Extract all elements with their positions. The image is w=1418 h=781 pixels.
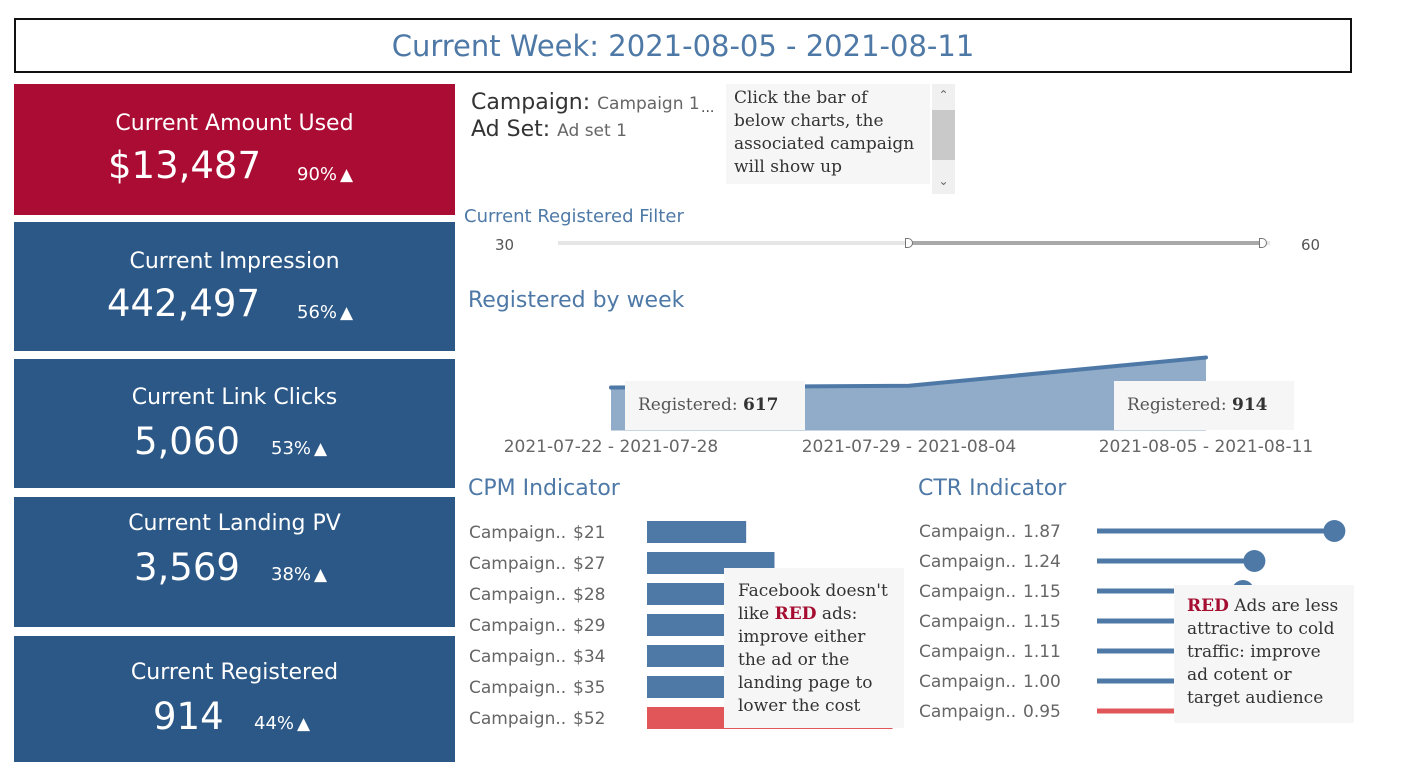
ctr-row-label: Campaign.. xyxy=(919,582,1016,602)
cpm-row-label: Campaign.. xyxy=(469,709,566,729)
more-options-icon[interactable]: ... xyxy=(701,100,715,116)
kpi-label: Current Impression xyxy=(129,249,340,274)
up-arrow-icon: ▲ xyxy=(297,714,311,734)
kpi-percent: 90% ▲ xyxy=(297,164,354,185)
kpi-label: Current Link Clicks xyxy=(131,385,338,410)
ctr-row-label: Campaign.. xyxy=(919,552,1016,572)
ctr-row-value: 1.87 xyxy=(1023,522,1061,542)
kpi-percent: 44% ▲ xyxy=(254,713,311,734)
cpm-row-label: Campaign.. xyxy=(469,554,566,574)
cpm-row-value: $52 xyxy=(573,709,605,729)
ctr-row-value: 1.11 xyxy=(1023,642,1061,662)
kpi-percent: 56% ▲ xyxy=(297,302,354,323)
kpi-link-clicks[interactable]: Current Link Clicks 5,060 53% ▲ xyxy=(14,359,455,488)
cpm-row-value: $35 xyxy=(573,678,605,698)
cpm-row-value: $21 xyxy=(573,523,605,543)
scrollbar-thumb[interactable] xyxy=(932,110,955,160)
cpm-chart-title: CPM Indicator xyxy=(468,476,620,501)
registered-chart-title: Registered by week xyxy=(468,288,685,313)
note-scrollbar[interactable]: ⌃ ⌄ xyxy=(932,84,955,194)
cpm-row-value: $29 xyxy=(573,616,605,636)
ctr-dot xyxy=(1323,520,1346,542)
cpm-row-label: Campaign.. xyxy=(469,523,566,543)
kpi-label: Current Amount Used xyxy=(115,111,354,136)
cpm-row-value: $28 xyxy=(573,585,605,605)
ctr-chart-title: CTR Indicator xyxy=(918,476,1067,501)
chevron-down-icon[interactable]: ⌄ xyxy=(938,174,949,188)
kpi-value: 3,569 xyxy=(134,546,240,589)
x-tick-label: 2021-07-29 - 2021-08-04 xyxy=(802,437,1017,457)
ctr-row-value: 1.24 xyxy=(1023,552,1061,572)
slider-max-label: 60 xyxy=(1301,236,1321,254)
ctr-row-label: Campaign.. xyxy=(919,612,1016,632)
kpi-value: 914 xyxy=(153,695,224,738)
cpm-row-value: $27 xyxy=(573,554,605,574)
kpi-registered[interactable]: Current Registered 914 44% ▲ xyxy=(14,636,455,762)
registered-filter-title: Current Registered Filter xyxy=(464,206,684,227)
area-point xyxy=(1204,356,1208,360)
up-arrow-icon: ▲ xyxy=(314,439,328,459)
ctr-row-label: Campaign.. xyxy=(919,642,1016,662)
slider-handle-low[interactable] xyxy=(904,238,913,248)
kpi-percent: 38% ▲ xyxy=(271,564,328,585)
kpi-value: $13,487 xyxy=(108,144,262,187)
slider-handle-high[interactable] xyxy=(1258,238,1267,248)
ctr-row-label: Campaign.. xyxy=(919,702,1016,722)
cpm-row-value: $34 xyxy=(573,647,605,667)
campaign-filter-label: Campaign: xyxy=(471,90,591,115)
cpm-tooltip: Facebook doesn't like RED ads: improve e… xyxy=(724,568,904,728)
instruction-note-text: Click the bar of below charts, the assoc… xyxy=(734,88,915,177)
kpi-value: 442,497 xyxy=(107,282,261,325)
registered-tooltip-left: Registered: 617 xyxy=(625,381,805,430)
ctr-tooltip: RED Ads are less attractive to cold traf… xyxy=(1174,585,1354,723)
up-arrow-icon: ▲ xyxy=(340,165,354,185)
kpi-landing-pv[interactable]: Current Landing PV 3,569 38% ▲ xyxy=(14,497,455,627)
slider-selected-range[interactable] xyxy=(906,241,1263,245)
ctr-row-label: Campaign.. xyxy=(919,522,1016,542)
page-title: Current Week: 2021-08-05 - 2021-08-11 xyxy=(14,18,1352,73)
cpm-bar xyxy=(647,521,747,543)
cpm-row-label: Campaign.. xyxy=(469,647,566,667)
x-tick-label: 2021-08-05 - 2021-08-11 xyxy=(1099,437,1314,457)
x-tick-label: 2021-07-22 - 2021-07-28 xyxy=(504,437,719,457)
ctr-row-value: 1.00 xyxy=(1023,672,1061,692)
filter-readout: Campaign: Campaign 1 Ad Set: Ad set 1 xyxy=(471,90,700,142)
cpm-row-label: Campaign.. xyxy=(469,616,566,636)
ctr-row-value: 1.15 xyxy=(1023,582,1061,602)
kpi-label: Current Registered xyxy=(130,660,339,685)
ctr-row-value: 0.95 xyxy=(1023,702,1061,722)
slider-min-label: 30 xyxy=(495,236,515,254)
campaign-filter-value: Campaign 1 xyxy=(597,94,700,114)
kpi-percent: 53% ▲ xyxy=(271,438,328,459)
area-point xyxy=(609,386,613,390)
adset-filter[interactable]: Ad Set: Ad set 1 xyxy=(471,117,700,142)
kpi-amount-used[interactable]: Current Amount Used $13,487 90% ▲ xyxy=(14,84,455,215)
cpm-row-label: Campaign.. xyxy=(469,585,566,605)
up-arrow-icon: ▲ xyxy=(314,565,328,585)
ctr-dot xyxy=(1243,550,1266,572)
chevron-up-icon[interactable]: ⌃ xyxy=(938,88,949,102)
adset-filter-label: Ad Set: xyxy=(471,117,551,142)
ctr-row-label: Campaign.. xyxy=(919,672,1016,692)
kpi-value: 5,060 xyxy=(134,420,240,463)
area-point xyxy=(907,384,911,388)
registered-tooltip-right: Registered: 914 xyxy=(1114,381,1294,430)
kpi-label: Current Landing PV xyxy=(128,511,341,536)
campaign-filter[interactable]: Campaign: Campaign 1 xyxy=(471,90,700,115)
page-title-text: Current Week: 2021-08-05 - 2021-08-11 xyxy=(391,28,975,63)
kpi-impression[interactable]: Current Impression 442,497 56% ▲ xyxy=(14,222,455,351)
cpm-row-label: Campaign.. xyxy=(469,678,566,698)
ctr-row-value: 1.15 xyxy=(1023,612,1061,632)
adset-filter-value: Ad set 1 xyxy=(557,121,627,141)
up-arrow-icon: ▲ xyxy=(340,303,354,323)
instruction-note: Click the bar of below charts, the assoc… xyxy=(726,84,930,184)
